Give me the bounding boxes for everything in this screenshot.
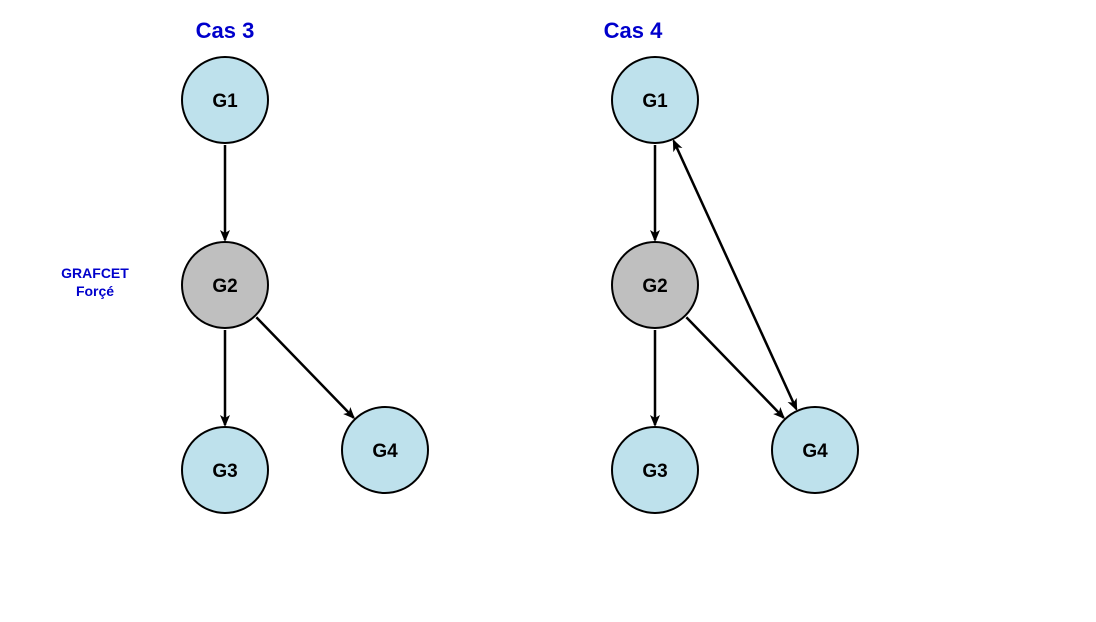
diagram-cas4: Cas 4 G1 G2 G3 G4 [604,18,858,513]
cas3-title: Cas 3 [196,18,255,43]
cas4-node-g4-label: G4 [802,441,828,462]
cas4-node-g3-label: G3 [642,461,667,482]
cas3-edge-g2-g4 [256,317,353,417]
diagram-canvas: Cas 3 GRAFCET Forçé G1 G2 G3 G4 Cas 4 G1 G2 G3 G4 [0,0,1096,622]
cas4-node-g2-label: G2 [642,276,667,297]
diagram-cas3: Cas 3 GRAFCET Forçé G1 G2 G3 G4 [61,18,428,513]
cas3-node-g3-label: G3 [212,461,237,482]
cas3-node-g1-label: G1 [212,91,238,112]
cas3-node-g4-label: G4 [372,441,398,462]
cas4-title: Cas 4 [604,18,663,43]
cas3-node-g2-label: G2 [212,276,237,297]
cas3-side-label-line2: Forçé [76,283,114,299]
cas4-node-g1-label: G1 [642,91,668,112]
cas3-side-label-line1: GRAFCET [61,265,129,281]
cas4-edge-g2-g4 [686,317,783,417]
